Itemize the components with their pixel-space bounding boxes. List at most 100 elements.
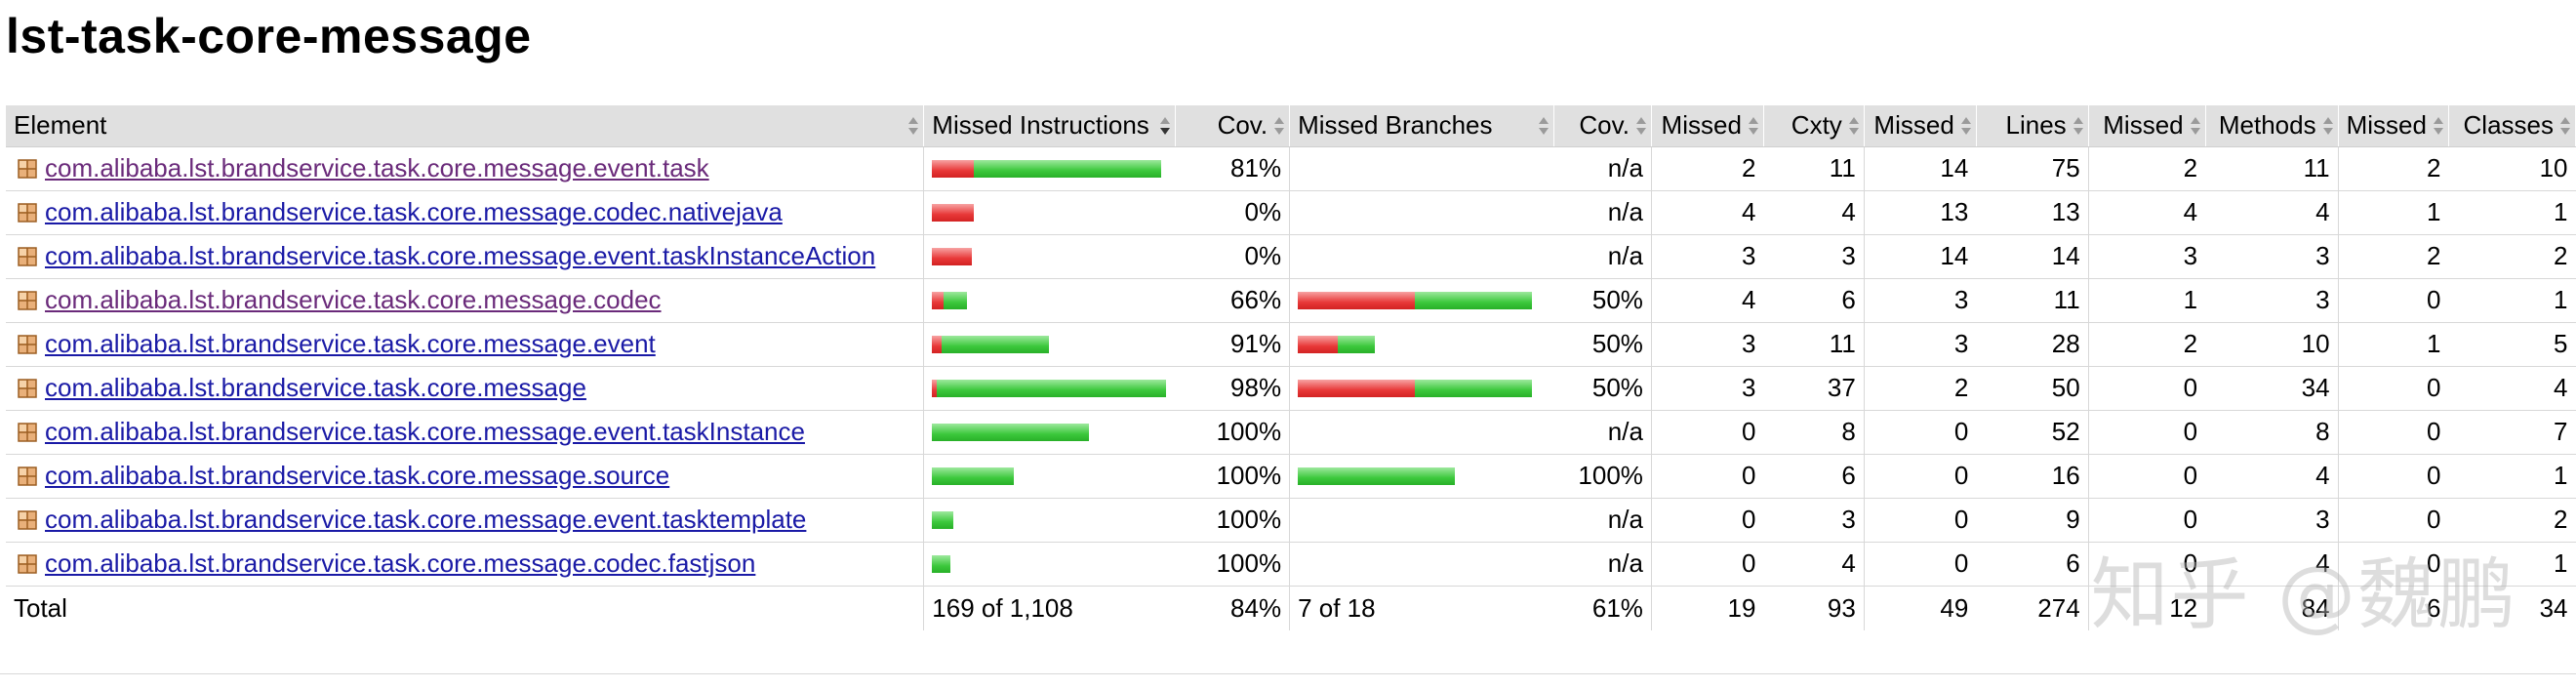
- missed-cxty: 0: [1650, 542, 1764, 587]
- header-element-label: Element: [14, 110, 107, 141]
- missed-lines: 0: [1863, 410, 1977, 455]
- missed-classes: 0: [2337, 410, 2449, 455]
- total-row: Total 169 of 1,108 84% 7 of 18 61% 19 93…: [6, 586, 2576, 630]
- package-icon: [18, 375, 37, 398]
- missed-cxty: 4: [1650, 190, 1764, 235]
- branches-coverage: n/a: [1553, 234, 1652, 279]
- covered-segment: [932, 466, 1015, 485]
- total-label: Total: [14, 592, 67, 623]
- covered-segment: [1298, 466, 1456, 485]
- package-link[interactable]: com.alibaba.lst.brandservice.task.core.m…: [45, 153, 709, 182]
- header-missed-classes[interactable]: Missed: [2338, 105, 2449, 147]
- header-lines[interactable]: Lines: [1976, 105, 2089, 147]
- package-link[interactable]: com.alibaba.lst.brandservice.task.core.m…: [45, 548, 756, 578]
- header-missed-branches[interactable]: Missed Branches: [1289, 105, 1555, 147]
- package-link[interactable]: com.alibaba.lst.brandservice.task.core.m…: [45, 461, 670, 490]
- header-missed-cxty[interactable]: Missed: [1651, 105, 1764, 147]
- header-missed-branches-label: Missed Branches: [1298, 110, 1493, 141]
- classes: 10: [2448, 146, 2576, 191]
- table-body: com.alibaba.lst.brandservice.task.core.m…: [6, 146, 2576, 587]
- page-title: lst-task-core-message: [6, 9, 532, 63]
- header-element[interactable]: Element: [6, 105, 925, 147]
- divider: [0, 673, 2576, 674]
- classes: 1: [2448, 278, 2576, 323]
- lines: 6: [1976, 542, 2089, 587]
- sort-icon: [908, 117, 919, 135]
- package-link[interactable]: com.alibaba.lst.brandservice.task.core.m…: [45, 241, 876, 270]
- missed-cxty: 3: [1650, 366, 1764, 411]
- branches-coverage: 50%: [1553, 322, 1652, 367]
- branches-coverage: n/a: [1553, 146, 1652, 191]
- package-link[interactable]: com.alibaba.lst.brandservice.task.core.m…: [45, 505, 807, 534]
- header-missed-instructions[interactable]: Missed Instructions: [923, 105, 1177, 147]
- header-instructions-coverage[interactable]: Cov.: [1175, 105, 1291, 147]
- sort-icon: [1635, 117, 1646, 135]
- instructions-coverage: 100%: [1175, 454, 1290, 499]
- methods: 3: [2205, 498, 2339, 543]
- total-missed-classes: 6: [2337, 586, 2449, 630]
- lines: 50: [1976, 366, 2089, 411]
- header-branches-coverage[interactable]: Cov.: [1553, 105, 1652, 147]
- missed-methods: 0: [2087, 366, 2206, 411]
- instructions-coverage-bar: [932, 291, 1167, 309]
- lines: 52: [1976, 410, 2089, 455]
- missed-classes: 2: [2337, 234, 2449, 279]
- sort-icon: [2073, 117, 2083, 135]
- instructions-coverage-bar: [932, 203, 1167, 222]
- branches-bar-cell: [1289, 322, 1554, 367]
- instructions-coverage: 100%: [1175, 498, 1290, 543]
- classes: 5: [2448, 322, 2576, 367]
- covered-segment: [937, 379, 1167, 397]
- sort-icon: [2560, 117, 2570, 135]
- header-methods-label: Methods: [2218, 110, 2316, 141]
- package-link[interactable]: com.alibaba.lst.brandservice.task.core.m…: [45, 285, 662, 314]
- classes: 1: [2448, 454, 2576, 499]
- classes: 1: [2448, 542, 2576, 587]
- header-cxty[interactable]: Cxty: [1763, 105, 1865, 147]
- sort-icon: [2190, 117, 2200, 135]
- missed-lines: 3: [1863, 322, 1977, 367]
- total-instructions-coverage: 84%: [1230, 592, 1282, 623]
- methods: 3: [2205, 278, 2339, 323]
- header-instructions-coverage-label: Cov.: [1217, 110, 1268, 141]
- instructions-coverage: 98%: [1175, 366, 1290, 411]
- cxty: 4: [1763, 542, 1865, 587]
- missed-segment: [932, 335, 943, 353]
- package-icon: [18, 199, 37, 223]
- instructions-coverage: 100%: [1175, 410, 1290, 455]
- covered-segment: [932, 510, 954, 529]
- header-methods[interactable]: Methods: [2205, 105, 2339, 147]
- header-missed-lines[interactable]: Missed: [1864, 105, 1977, 147]
- branches-bar-cell: [1289, 234, 1554, 279]
- header-missed-lines-label: Missed: [1873, 110, 1954, 141]
- package-link[interactable]: com.alibaba.lst.brandservice.task.core.m…: [45, 373, 586, 402]
- lines: 75: [1976, 146, 2089, 191]
- sort-icon: [2322, 117, 2333, 135]
- package-link[interactable]: com.alibaba.lst.brandservice.task.core.m…: [45, 417, 805, 446]
- methods: 10: [2205, 322, 2339, 367]
- package-link[interactable]: com.alibaba.lst.brandservice.task.core.m…: [45, 329, 656, 358]
- instructions-coverage: 0%: [1175, 190, 1290, 235]
- classes: 1: [2448, 190, 2576, 235]
- methods: 11: [2205, 146, 2339, 191]
- package-link[interactable]: com.alibaba.lst.brandservice.task.core.m…: [45, 197, 783, 226]
- methods: 8: [2205, 410, 2339, 455]
- cxty: 6: [1763, 278, 1865, 323]
- missed-segment: [932, 291, 945, 309]
- cxty: 37: [1763, 366, 1865, 411]
- element-cell: com.alibaba.lst.brandservice.task.core.m…: [6, 146, 924, 191]
- instructions-coverage-bar: [932, 247, 1167, 265]
- cxty: 8: [1763, 410, 1865, 455]
- branches-coverage-bar: [1298, 291, 1546, 309]
- missed-classes: 0: [2337, 278, 2449, 323]
- missed-classes: 2: [2337, 146, 2449, 191]
- header-missed-methods[interactable]: Missed: [2088, 105, 2206, 147]
- header-classes[interactable]: Classes: [2448, 105, 2576, 147]
- table-row: com.alibaba.lst.brandservice.task.core.m…: [6, 498, 2576, 543]
- instructions-coverage-bar: [932, 335, 1167, 353]
- missed-lines: 14: [1863, 234, 1977, 279]
- header-missed-methods-label: Missed: [2103, 110, 2184, 141]
- covered-segment: [944, 291, 968, 309]
- branches-bar-cell: [1289, 278, 1554, 323]
- package-icon: [18, 287, 37, 310]
